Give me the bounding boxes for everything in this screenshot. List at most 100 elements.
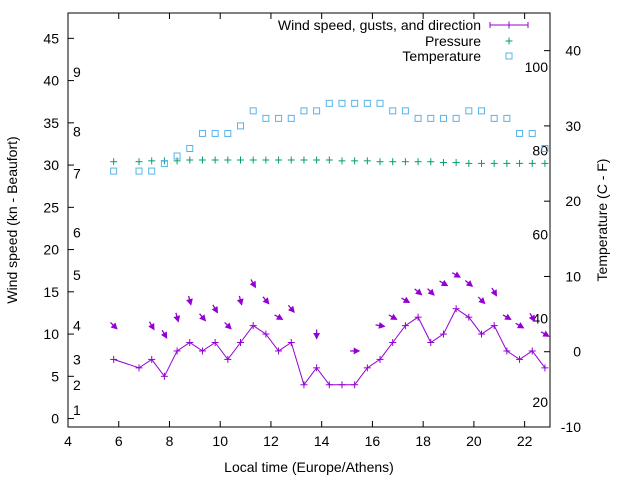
wind-direction-arrow	[287, 304, 295, 313]
pressure-point	[148, 157, 156, 165]
pressure-point	[135, 158, 143, 166]
wind-direction-arrow	[224, 321, 232, 330]
temperature-point	[389, 107, 397, 115]
x-tick-label: 14	[314, 433, 330, 449]
pressure-point	[173, 157, 181, 165]
pressure-point	[351, 157, 359, 165]
temperature-point	[211, 129, 219, 137]
pressure-point	[186, 156, 194, 164]
temperature-point	[300, 107, 308, 115]
beaufort-label: 5	[73, 267, 81, 283]
pressure-point	[198, 156, 206, 164]
temperature-point	[160, 160, 168, 168]
temperature-point	[516, 129, 524, 137]
temperature-point	[528, 129, 536, 137]
wind-speed-point	[173, 347, 181, 355]
wind-speed-point	[401, 322, 409, 330]
temperature-point	[401, 107, 409, 115]
wind-direction-arrow	[540, 330, 550, 337]
wind-direction-arrow	[148, 321, 155, 331]
temperature-point	[198, 129, 206, 137]
beaufort-label: 9	[73, 64, 81, 80]
temperature-point	[490, 114, 498, 122]
temperature-point	[452, 114, 460, 122]
pressure-point	[338, 157, 346, 165]
temperature-point	[465, 107, 473, 115]
pressure-point	[110, 158, 118, 166]
y-right-tick-label: 0	[573, 344, 581, 360]
pressure-point	[401, 158, 409, 166]
x-tick-label: 16	[365, 433, 381, 449]
pressure-point	[541, 159, 549, 167]
pressure-point	[237, 156, 245, 164]
pressure-point	[275, 156, 283, 164]
temperature-point	[287, 114, 295, 122]
wind-speed-point	[300, 381, 308, 389]
wind-direction-arrow	[414, 288, 423, 296]
wind-speed-point	[389, 339, 397, 347]
temperature-point	[351, 99, 359, 107]
y-left-tick-label: 45	[43, 30, 59, 46]
wind-direction-arrow	[375, 322, 386, 329]
y-left-tick-label: 5	[51, 368, 59, 384]
pressure-point	[503, 159, 511, 167]
temperature-point	[313, 107, 321, 115]
x-tick-label: 8	[166, 433, 174, 449]
y-left-tick-label: 0	[51, 411, 59, 427]
pressure-point	[389, 158, 397, 166]
beaufort-label: 6	[73, 225, 81, 241]
temperature-point	[148, 167, 156, 175]
wind-direction-arrow	[515, 322, 525, 329]
legend-symbol	[505, 52, 513, 60]
wind-speed-point	[478, 330, 486, 338]
pressure-point	[363, 157, 371, 165]
wind-direction-arrow	[313, 329, 321, 340]
wind-direction-arrow	[388, 313, 398, 320]
wind-speed-point	[135, 364, 143, 372]
wind-direction-arrow	[427, 288, 435, 296]
wind-direction-arrow	[490, 287, 498, 297]
legend-label: Temperature	[402, 48, 481, 64]
x-axis-label: Local time (Europe/Athens)	[224, 459, 394, 475]
wind-speed-point	[427, 339, 435, 347]
beaufort-label: 2	[73, 377, 81, 393]
y-left-tick-label: 40	[43, 73, 59, 89]
wind-speed-point	[465, 313, 473, 321]
wind-speed-point	[275, 347, 283, 355]
x-tick-label: 6	[115, 433, 123, 449]
wind-speed-point	[452, 305, 460, 313]
y-left-tick-label: 15	[43, 284, 59, 300]
wind-speed-line	[113, 307, 546, 386]
x-tick-label: 10	[212, 433, 228, 449]
temperature-point	[135, 167, 143, 175]
wind-speed-point	[148, 355, 156, 363]
temperature-point	[541, 144, 549, 152]
beaufort-label: 8	[73, 123, 81, 139]
y-right-tick-label: -10	[561, 419, 581, 435]
beaufort-label: 7	[73, 166, 81, 182]
wind-speed-point	[262, 330, 270, 338]
wind-speed-point	[313, 364, 321, 372]
pressure-point	[325, 156, 333, 164]
pressure-point	[300, 156, 308, 164]
temperature-point	[224, 129, 232, 137]
temperature-point	[275, 114, 283, 122]
wind-speed-point	[287, 339, 295, 347]
wind-direction-arrow	[464, 279, 474, 287]
fahrenheit-label: 20	[532, 394, 548, 410]
x-tick-label: 4	[64, 433, 72, 449]
wind-direction-arrow	[199, 313, 207, 322]
wind-speed-point	[503, 347, 511, 355]
temperature-point	[173, 152, 181, 160]
wind-direction-arrow	[173, 312, 181, 323]
wind-direction-arrow	[502, 313, 512, 320]
wind-direction-arrow	[110, 321, 118, 330]
temperature-point	[427, 114, 435, 122]
x-tick-label: 20	[466, 433, 482, 449]
x-tick-label: 22	[517, 433, 533, 449]
y-right-tick-label: 30	[565, 118, 581, 134]
pressure-point	[249, 156, 257, 164]
pressure-point	[427, 158, 435, 166]
temperature-point	[414, 114, 422, 122]
wind-speed-point	[237, 339, 245, 347]
